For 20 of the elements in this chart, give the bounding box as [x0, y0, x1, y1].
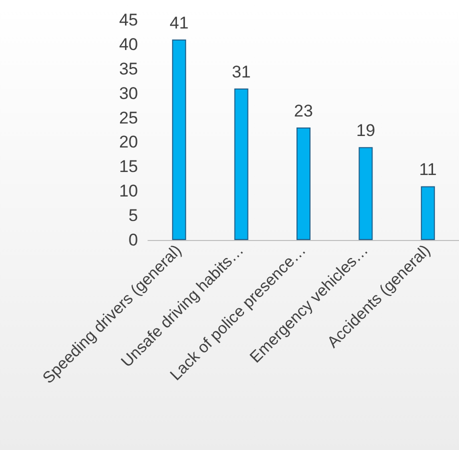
- data-label: 11: [419, 160, 437, 180]
- data-label: 23: [294, 102, 313, 121]
- y-tick-label: 40: [119, 34, 138, 54]
- y-tick-label: 10: [119, 182, 138, 201]
- bar: [358, 147, 373, 240]
- y-tick-label: 25: [119, 108, 138, 128]
- y-tick-label: 35: [119, 59, 138, 78]
- y-tick-label: 45: [119, 10, 138, 30]
- bar: [420, 186, 435, 240]
- y-tick-label: 5: [128, 206, 138, 226]
- bar: [172, 40, 186, 240]
- data-label: 19: [356, 121, 376, 140]
- bar: [234, 88, 248, 240]
- y-tick-label: 0: [128, 230, 138, 250]
- y-tick-label: 15: [119, 157, 138, 176]
- data-label: 31: [232, 62, 251, 82]
- bar: [296, 128, 310, 240]
- y-tick-label: 30: [119, 84, 138, 103]
- y-tick-label: 20: [119, 132, 138, 152]
- data-label: 41: [170, 14, 189, 33]
